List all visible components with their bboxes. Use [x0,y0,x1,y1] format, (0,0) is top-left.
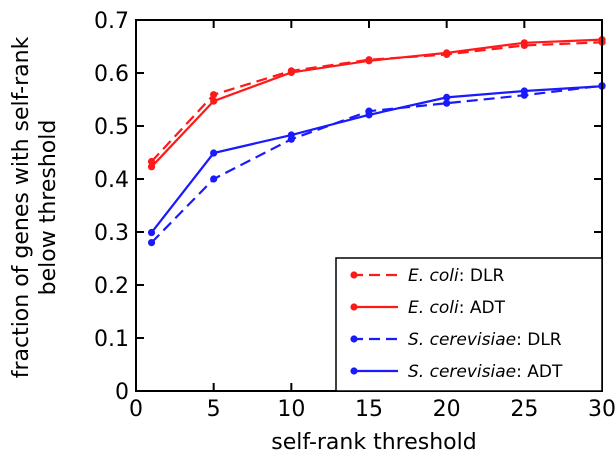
legend-marker [350,367,358,375]
x-tick-label: 20 [433,397,461,422]
data-point [365,57,373,65]
legend-marker [350,335,358,343]
data-point [443,93,451,101]
data-point [147,228,156,237]
x-tick-label: 25 [510,397,538,422]
y-tick-label: 0 [115,380,129,405]
data-point [365,111,373,119]
y-tick-label: 0.3 [94,221,129,246]
x-tick-label: 5 [207,397,221,422]
y-tick-label: 0.7 [94,9,129,34]
x-tick-label: 10 [277,397,305,422]
y-axis-label-line1: fraction of genes with self-rank [9,36,34,378]
series-line [150,85,603,234]
y-tick-label: 0.6 [94,62,129,87]
data-point [520,87,528,95]
legend-entry: S. cerevisiae: DLR [350,330,562,350]
y-tick-label: 0.2 [94,274,129,299]
legend-marker [350,271,358,279]
legend-label: S. cerevisiae: DLR [408,330,562,350]
legend-marker [350,303,358,311]
legend-entry: E. coli: DLR [350,266,504,286]
legend: E. coli: DLR E. coli: ADT S. cerevisiae: D… [335,257,603,392]
data-point [210,175,218,183]
y-axis-label-line2: below threshold [36,120,61,296]
series-1 [147,36,606,171]
series-3 [147,82,606,237]
series-line [150,84,603,244]
legend-entry: S. cerevisiae: ADT [350,362,563,382]
data-point [520,39,528,47]
x-tick-label: 30 [588,397,616,422]
y-tick-label: 0.1 [94,327,129,352]
legend-label: S. cerevisiae: ADT [408,362,563,382]
data-point [210,97,218,105]
y-tick-label: 0.5 [94,115,129,140]
data-point [287,131,295,139]
x-axis-label: self-rank threshold [271,430,476,455]
legend-label: E. coli: DLR [408,266,504,286]
data-point [210,91,218,99]
data-point [147,163,156,171]
data-point [443,49,451,57]
series-2 [147,82,606,247]
data-point [443,99,451,107]
legend-label: E. coli: ADT [408,298,506,318]
data-point [147,239,156,247]
x-tick-label: 15 [355,397,383,422]
data-point [210,149,218,157]
legend-entry: E. coli: ADT [350,298,506,318]
data-point [287,68,295,77]
x-tick-label: 0 [129,397,143,422]
legend-box [335,257,603,392]
y-tick-label: 0.4 [94,168,129,193]
